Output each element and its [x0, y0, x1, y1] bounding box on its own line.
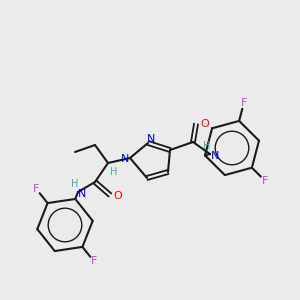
Text: F: F	[241, 98, 247, 108]
Text: F: F	[33, 184, 39, 194]
Text: O: O	[114, 191, 122, 201]
Text: N: N	[78, 189, 86, 199]
Text: O: O	[201, 119, 209, 129]
Text: F: F	[91, 256, 97, 266]
Text: F: F	[262, 176, 268, 185]
Text: H: H	[110, 167, 118, 177]
Text: H: H	[71, 179, 79, 189]
Text: N: N	[147, 134, 155, 144]
Text: N: N	[121, 154, 129, 164]
Text: N: N	[211, 151, 219, 161]
Text: H: H	[203, 141, 211, 151]
